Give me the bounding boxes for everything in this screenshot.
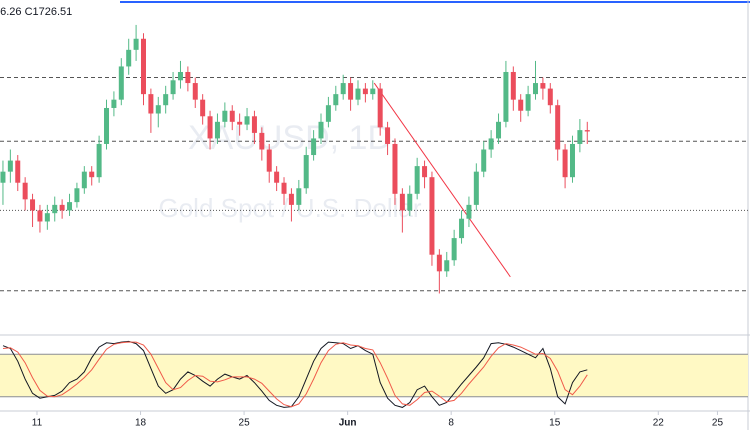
candle-body	[118, 66, 124, 100]
candle-body	[444, 260, 450, 272]
candle-body	[96, 143, 102, 178]
candle-body	[311, 138, 317, 156]
x-tick-label: 25	[239, 418, 251, 429]
candle-body	[503, 71, 509, 122]
candle-body	[170, 80, 176, 95]
stoch-line	[2, 341, 588, 408]
ohlc-header: 26.26 C1726.51	[0, 6, 72, 18]
candle-body	[81, 171, 87, 189]
candle-body	[473, 171, 479, 205]
stoch-line	[2, 340, 588, 408]
x-tick-label: 11	[32, 418, 43, 429]
candle-body	[185, 71, 191, 84]
candle-body	[562, 149, 568, 178]
candle-body	[207, 116, 213, 139]
candle-body	[392, 143, 398, 194]
candle-body	[222, 110, 228, 122]
candle-body	[481, 149, 487, 172]
candle-body	[569, 143, 575, 178]
candle-body	[44, 213, 50, 222]
candle-body	[59, 204, 65, 211]
candle-body	[259, 132, 265, 150]
candle-body	[133, 38, 139, 50]
candle-body	[140, 38, 146, 95]
x-tick-label: 8	[448, 418, 454, 429]
candle-body	[422, 166, 428, 178]
x-tick-label: 18	[135, 418, 147, 429]
candle-body	[414, 166, 420, 194]
candle-body	[407, 193, 413, 211]
candle-body	[377, 88, 383, 128]
stoch-band	[0, 354, 748, 397]
candle-body	[436, 254, 442, 272]
candle-body	[22, 182, 28, 200]
candle-body	[496, 121, 502, 139]
candle-body	[318, 121, 324, 139]
candle-body	[237, 121, 243, 125]
candle-body	[126, 49, 132, 67]
candle-body	[155, 105, 161, 114]
candle-body	[74, 188, 80, 203]
candle-body	[355, 88, 361, 100]
candle-body	[229, 110, 235, 122]
candle-body	[429, 177, 435, 255]
candle-body	[52, 204, 58, 214]
candle-body	[266, 149, 272, 172]
candle-body	[37, 210, 43, 222]
candle-body	[488, 138, 494, 150]
candle-body	[525, 94, 531, 111]
candle-body	[274, 171, 280, 183]
candle-body	[192, 83, 198, 100]
candle-body	[30, 199, 36, 211]
candle-body	[510, 71, 516, 100]
candle-body	[348, 83, 354, 100]
candle-body	[7, 160, 13, 172]
candle-body	[540, 83, 546, 89]
candle-body	[15, 160, 21, 183]
trendline	[373, 82, 511, 278]
candle-body	[111, 99, 117, 108]
candle-body	[325, 105, 331, 122]
candle-body	[340, 83, 346, 95]
candle-body	[577, 130, 583, 144]
candle-body	[89, 171, 95, 178]
candle-body	[466, 204, 472, 219]
candle-body	[214, 121, 220, 139]
candle-body	[177, 71, 183, 81]
candle-body	[518, 99, 524, 111]
candle-body	[163, 94, 169, 106]
x-tick-label: 22	[653, 418, 665, 429]
candle-body	[303, 155, 309, 189]
candle-body	[399, 193, 405, 211]
candle-body	[104, 107, 110, 144]
candle-body	[533, 83, 539, 95]
candle-body	[584, 130, 590, 132]
x-tick-label: 15	[549, 418, 561, 429]
candle-body	[251, 116, 257, 133]
candle-body	[333, 94, 339, 106]
candle-body	[459, 218, 465, 239]
candle-body	[555, 105, 561, 150]
candle-body	[281, 182, 287, 194]
candle-body	[451, 238, 457, 261]
candle-body	[244, 116, 250, 125]
candle-body	[67, 202, 73, 211]
candle-body	[370, 88, 376, 95]
watermark: XAUUSD, 1D	[188, 119, 392, 157]
candle-body	[362, 88, 368, 95]
candle-body	[0, 171, 6, 183]
x-tick-label: Jun	[339, 418, 357, 429]
candle-body	[547, 88, 553, 106]
candle-body	[296, 188, 302, 205]
candle-body	[288, 193, 294, 205]
candle-body	[148, 94, 154, 114]
candle-body	[200, 99, 206, 117]
x-tick-label: 25	[712, 418, 724, 429]
candle-body	[385, 127, 391, 144]
